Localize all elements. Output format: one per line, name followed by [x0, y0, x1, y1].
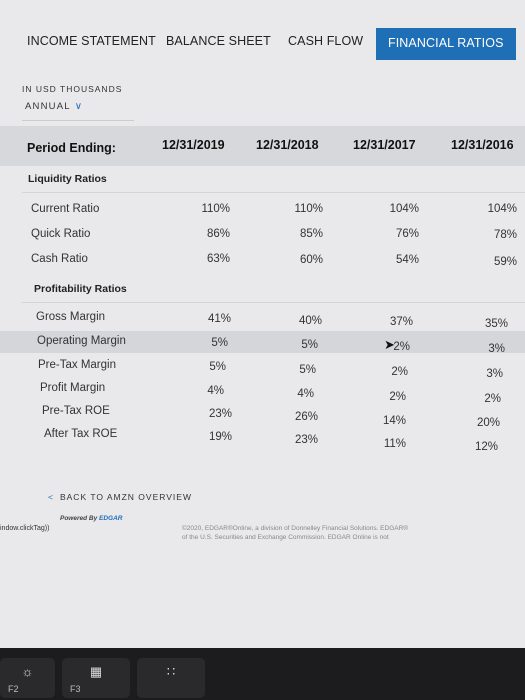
- table-cell: 110%: [201, 203, 230, 215]
- chevron-left-icon: <: [48, 492, 54, 502]
- edgar-logo: EDGAR: [99, 515, 123, 522]
- table-header: [0, 126, 525, 166]
- mission-control-icon: ▦: [89, 664, 103, 679]
- table-cell: 63%: [206, 253, 230, 265]
- row-label: Gross Margin: [36, 311, 106, 323]
- table-cell: 23%: [294, 434, 318, 446]
- table-cell: 5%: [301, 339, 318, 351]
- table-cell: 2%: [391, 366, 408, 378]
- table-cell: 20%: [476, 417, 500, 429]
- table-cell: 26%: [294, 411, 318, 423]
- period-select[interactable]: ANNUAL ∨: [25, 101, 83, 112]
- copyright-notice: ©2020, EDGAR®Online, a division of Donne…: [182, 524, 512, 542]
- table-cell: 5%: [211, 337, 228, 349]
- table-cell: 37%: [389, 316, 413, 328]
- key-label: F3: [70, 684, 81, 694]
- table-cell: 41%: [207, 313, 231, 325]
- chevron-down-icon: ∨: [74, 101, 84, 112]
- table-cell: 59%: [493, 256, 517, 268]
- brightness-icon: ☼: [21, 664, 34, 679]
- back-to-overview-link[interactable]: < BACK TO AMZN OVERVIEW: [48, 492, 192, 502]
- table-cell: 5%: [299, 364, 316, 376]
- table-cell: 110%: [294, 203, 323, 215]
- table-cell: 78%: [493, 229, 517, 241]
- row-label: Profit Margin: [40, 382, 106, 394]
- screen: INCOME STATEMENT BALANCE SHEET CASH FLOW…: [0, 0, 525, 648]
- period-ending-label: Period Ending:: [27, 141, 116, 155]
- highlighted-row: [0, 331, 525, 353]
- table-cell: 3%: [486, 368, 503, 380]
- mouse-cursor-icon: ➤: [384, 337, 395, 352]
- table-cell: 4%: [207, 385, 224, 397]
- period-select-underline: [22, 120, 134, 121]
- key-f2[interactable]: ☼ F2: [0, 658, 55, 698]
- table-cell: 12%: [474, 441, 498, 453]
- period-header: 12/31/2019: [162, 138, 225, 152]
- tab-cash-flow[interactable]: CASH FLOW: [288, 34, 364, 48]
- table-cell: 2%: [389, 391, 406, 403]
- row-label: Quick Ratio: [31, 228, 91, 240]
- launchpad-icon: ∷: [166, 664, 176, 679]
- copyright-line: of the U.S. Securities and Exchange Comm…: [182, 534, 389, 541]
- row-label: Pre-Tax Margin: [38, 359, 116, 371]
- tab-balance-sheet[interactable]: BALANCE SHEET: [166, 34, 271, 48]
- divider: [22, 192, 525, 193]
- table-cell: 60%: [299, 254, 323, 266]
- table-cell: 5%: [209, 361, 226, 373]
- row-label: Operating Margin: [37, 335, 126, 347]
- table-cell: 104%: [389, 203, 419, 215]
- keyboard: ☼ F2 ▦ F3 ∷: [0, 648, 525, 700]
- divider: [22, 302, 525, 303]
- table-cell: 4%: [297, 388, 314, 400]
- tab-income-statement[interactable]: INCOME STATEMENT: [27, 34, 156, 48]
- row-label: Current Ratio: [31, 203, 100, 215]
- table-cell: 54%: [395, 254, 419, 266]
- table-cell: 3%: [488, 343, 505, 355]
- key-f3[interactable]: ▦ F3: [62, 658, 130, 698]
- click-tag-text: indow.clickTag)): [0, 525, 50, 532]
- table-cell: 19%: [208, 431, 232, 443]
- copyright-line: ©2020, EDGAR®Online, a division of Donne…: [182, 525, 409, 532]
- table-cell: 86%: [206, 228, 230, 240]
- tab-financial-ratios[interactable]: FINANCIAL RATIOS: [376, 28, 516, 60]
- table-cell: 104%: [487, 203, 517, 215]
- table-cell: 35%: [484, 318, 508, 330]
- row-label: Cash Ratio: [31, 253, 88, 265]
- table-cell: 40%: [298, 315, 322, 327]
- statement-tabs: INCOME STATEMENT BALANCE SHEET CASH FLOW…: [0, 28, 525, 64]
- table-cell: 85%: [299, 228, 323, 240]
- units-label: IN USD THOUSANDS: [22, 84, 123, 94]
- table-cell: 2%: [484, 393, 501, 405]
- period-header: 12/31/2017: [353, 138, 416, 152]
- table-cell: 11%: [383, 438, 406, 450]
- powered-by-label: Powered By: [60, 515, 98, 522]
- powered-by: Powered By EDGAR: [60, 515, 123, 522]
- period-header: 12/31/2016: [451, 138, 514, 152]
- key-f4[interactable]: ∷: [137, 658, 205, 698]
- row-label: After Tax ROE: [44, 428, 118, 440]
- table-cell: 2%: [393, 341, 410, 353]
- back-link-label: BACK TO AMZN OVERVIEW: [59, 492, 192, 502]
- table-cell: 23%: [208, 408, 232, 420]
- table-cell: 76%: [395, 228, 419, 240]
- section-title: Liquidity Ratios: [28, 173, 107, 185]
- table-cell: 14%: [382, 415, 406, 427]
- section-title: Profitability Ratios: [34, 283, 127, 295]
- key-label: F2: [8, 684, 19, 694]
- period-select-value: ANNUAL: [25, 101, 71, 112]
- period-header: 12/31/2018: [256, 138, 319, 152]
- row-label: Pre-Tax ROE: [42, 405, 110, 417]
